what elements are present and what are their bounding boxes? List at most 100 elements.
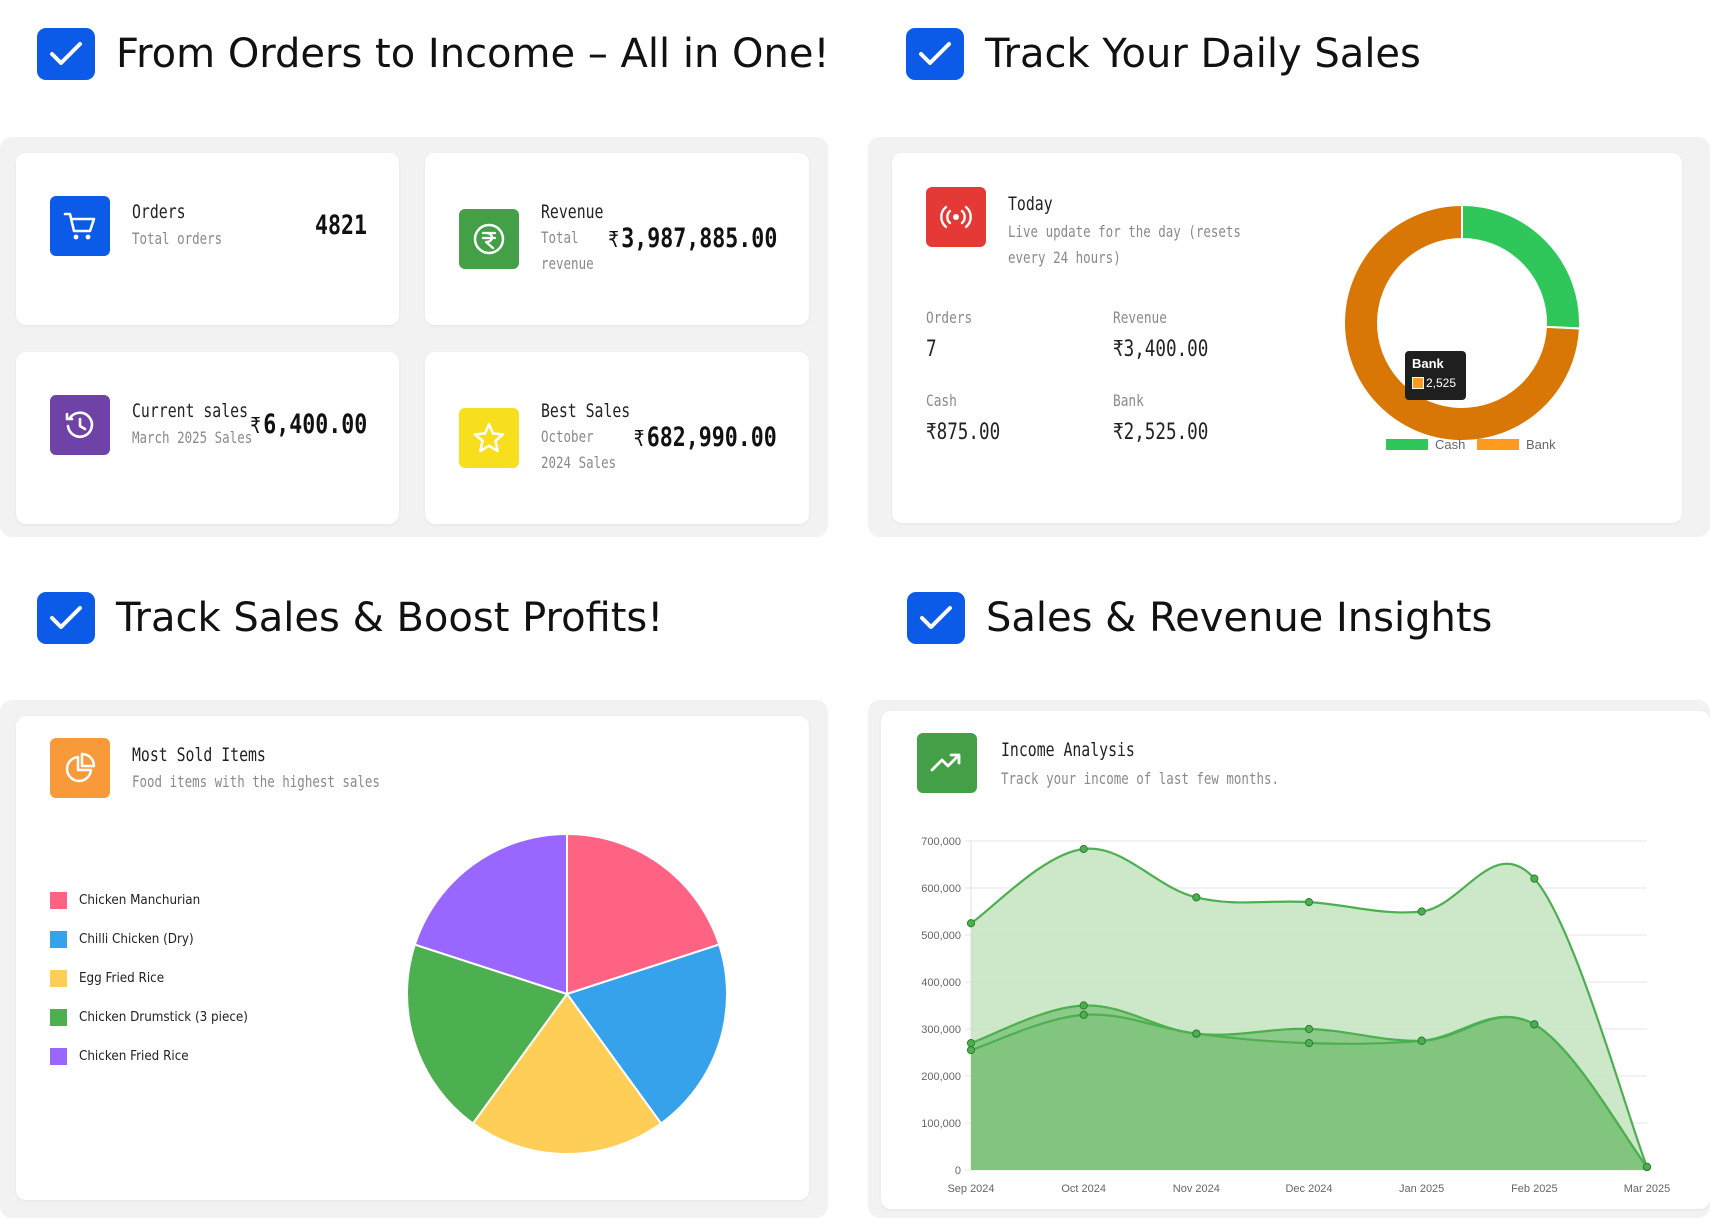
- data-point[interactable]: [1530, 874, 1539, 883]
- pie-legend-item[interactable]: Egg Fried Rice: [50, 970, 172, 987]
- stat-value-number: 682,990.00: [646, 422, 777, 453]
- doughnut-slice-cash[interactable]: [1461, 203, 1581, 330]
- stat-title: Orders: [132, 201, 186, 223]
- broadcast-icon: [926, 187, 986, 247]
- y-tick-label: 300,000: [921, 1024, 961, 1036]
- tooltip-title: Bank: [1412, 356, 1444, 371]
- data-point[interactable]: [966, 1039, 976, 1048]
- pie-legend-item[interactable]: Chicken Fried Rice: [50, 1048, 198, 1065]
- history-icon: [50, 395, 110, 455]
- heading-text: From Orders to Income – All in One!: [116, 31, 830, 77]
- legend-label: Cash: [1435, 437, 1466, 452]
- data-point[interactable]: [1304, 1039, 1314, 1048]
- legend-swatch: [1477, 439, 1519, 450]
- data-point[interactable]: [1530, 1020, 1539, 1029]
- x-tick-label: Nov 2024: [1173, 1183, 1220, 1195]
- x-tick-label: Jan 2025: [1399, 1183, 1444, 1195]
- cash-label: Cash: [926, 391, 957, 410]
- y-tick-label: 400,000: [921, 977, 961, 989]
- x-tick-label: Dec 2024: [1285, 1183, 1332, 1195]
- pie-slice[interactable]: [471, 992, 663, 1155]
- stat-value-number: 3,987,885.00: [620, 223, 777, 254]
- income-panel: Income Analysis Track your income of las…: [868, 700, 1710, 1218]
- heading-revenue-insights: Sales & Revenue Insights: [907, 592, 1492, 644]
- cart-icon: [50, 196, 110, 256]
- stat-subtitle: October 2024 Sales: [541, 427, 617, 472]
- x-tick-label: Sep 2024: [947, 1183, 994, 1195]
- pie-slice[interactable]: [565, 943, 728, 1125]
- legend-swatch: [50, 1009, 67, 1026]
- stat-value-number: 6,400.00: [262, 409, 367, 440]
- pie-legend-item[interactable]: Chicken Manchurian: [50, 892, 211, 909]
- heading-daily-sales: Track Your Daily Sales: [906, 28, 1421, 80]
- data-point[interactable]: [1192, 1029, 1201, 1038]
- data-point[interactable]: [1304, 898, 1314, 907]
- data-point[interactable]: [1079, 1010, 1088, 1019]
- pie-legend-item[interactable]: Chicken Drumstick (3 piece): [50, 1009, 263, 1026]
- income-subtitle: Track your income of last few months.: [1001, 769, 1280, 788]
- stat-subtitle: Total orders: [132, 229, 223, 248]
- today-title: Today: [1008, 193, 1053, 215]
- legend-label: Chilli Chicken (Dry): [79, 932, 194, 947]
- data-point[interactable]: [1079, 1001, 1088, 1010]
- most-sold-pie-chart[interactable]: [402, 829, 732, 1159]
- legend-item-bank[interactable]: Bank: [1477, 437, 1556, 452]
- data-point[interactable]: [1304, 1024, 1314, 1034]
- legend-item-cash[interactable]: Cash: [1386, 437, 1465, 452]
- checkmark-icon: [37, 28, 95, 80]
- revenue-card[interactable]: Revenue Total revenue ₹3,987,885.00: [425, 153, 809, 325]
- data-point[interactable]: [1192, 893, 1201, 902]
- tooltip-swatch: [1412, 377, 1424, 389]
- data-point[interactable]: [1079, 844, 1088, 854]
- stat-subtitle: Total revenue: [541, 228, 594, 273]
- donut-tooltip: Bank 2,525: [1405, 351, 1466, 400]
- income-card: Income Analysis Track your income of las…: [881, 711, 1710, 1209]
- pie-chart-icon: [50, 738, 110, 798]
- pie-legend-item[interactable]: Chilli Chicken (Dry): [50, 931, 204, 948]
- bank-value-number: 2,525.00: [1123, 420, 1209, 445]
- heading-text: Track Sales & Boost Profits!: [116, 595, 664, 641]
- rupee-coin-icon: [459, 209, 519, 269]
- currency-symbol: ₹: [249, 414, 261, 439]
- x-tick-label: Feb 2025: [1511, 1183, 1557, 1195]
- heading-text: Track Your Daily Sales: [985, 31, 1421, 77]
- data-point[interactable]: [966, 919, 976, 928]
- legend-label: Bank: [1526, 437, 1556, 452]
- x-tick-label: Oct 2024: [1061, 1183, 1106, 1195]
- pie-slice[interactable]: [566, 832, 721, 996]
- doughnut-slice-bank[interactable]: [1343, 203, 1581, 442]
- checkmark-icon: [907, 592, 965, 644]
- area-fill: [971, 1014, 1647, 1170]
- best-sales-card[interactable]: Best Sales October 2024 Sales ₹682,990.0…: [425, 352, 809, 524]
- income-area-chart[interactable]: 0 100,000 200,000 300,000 400,000 500,000 600,…: [881, 811, 1710, 1201]
- cash-bank-doughnut-chart[interactable]: [1312, 173, 1612, 473]
- tooltip-value: 2,525: [1426, 376, 1457, 390]
- y-tick-label: 200,000: [921, 1071, 961, 1083]
- y-tick-label: 700,000: [921, 836, 961, 848]
- most-sold-title: Most Sold Items: [132, 744, 266, 766]
- stat-value: ₹682,990.00: [634, 422, 777, 453]
- data-point[interactable]: [966, 1046, 976, 1055]
- income-title: Income Analysis: [1001, 739, 1135, 761]
- stat-value: ₹6,400.00: [250, 409, 367, 440]
- pie-slice[interactable]: [413, 832, 568, 996]
- current-sales-card[interactable]: Current sales March 2025 Sales ₹6,400.00: [16, 352, 399, 524]
- most-sold-panel: Most Sold Items Food items with the high…: [0, 700, 828, 1218]
- x-tick-label: Mar 2025: [1624, 1183, 1670, 1195]
- y-tick-label: 100,000: [921, 1118, 961, 1130]
- heading-orders-income: From Orders to Income – All in One!: [37, 28, 830, 80]
- legend-swatch: [50, 931, 67, 948]
- currency-symbol: ₹: [607, 228, 619, 253]
- today-panel: Today Live update for the day (resets ev…: [868, 137, 1710, 537]
- orders-card[interactable]: Orders Total orders 4821: [16, 153, 399, 325]
- data-point[interactable]: [1642, 1162, 1652, 1172]
- pie-slice[interactable]: [406, 943, 569, 1125]
- bank-value: ₹2,525.00: [1113, 420, 1208, 445]
- data-point[interactable]: [1417, 907, 1426, 916]
- currency-symbol: ₹: [1113, 420, 1124, 445]
- legend-swatch: [50, 970, 67, 987]
- data-point[interactable]: [1417, 1036, 1426, 1045]
- y-tick-label: 500,000: [921, 930, 961, 942]
- today-subtitle: Live update for the day (resets every 24…: [1008, 222, 1241, 267]
- stat-title: Current sales: [132, 400, 249, 422]
